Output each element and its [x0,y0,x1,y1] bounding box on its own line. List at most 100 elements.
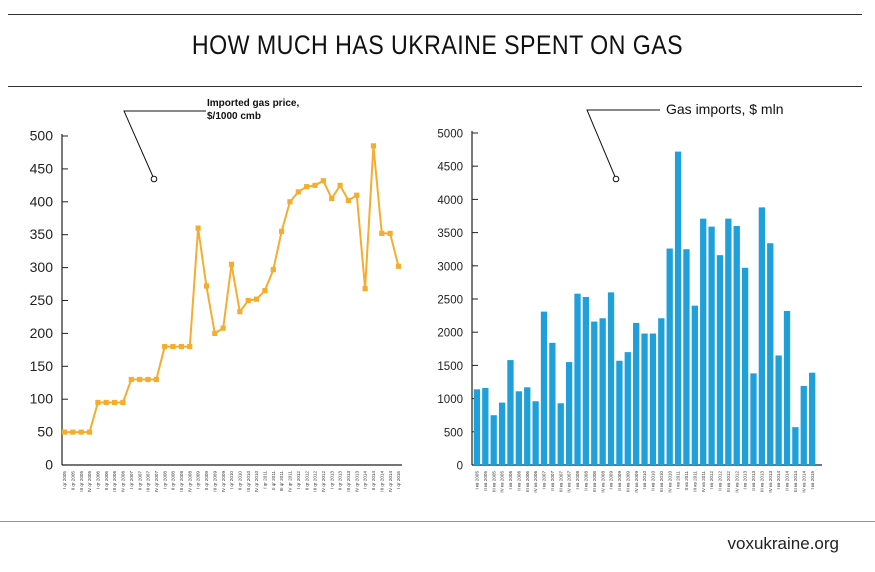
import-bar [633,322,640,465]
import-bar [616,360,623,465]
x-tick-label: II qr 2014 [371,471,376,491]
x-tick-label: III кв 2010 [659,471,664,492]
price-point [128,376,134,383]
price-point [195,225,201,231]
x-tick-label: IV кв 2008 [600,471,605,493]
import-bar [792,427,799,465]
import-bar [507,360,514,465]
annotation-text-line: Gas imports, $ mln [666,101,783,117]
price-point [145,376,151,383]
x-tick-label: I кв 2014 [776,471,781,490]
x-tick-label: IV qr 2006 [121,471,126,493]
annotation-dot [612,175,620,183]
annotation-leader-line [123,110,206,180]
x-tick-label: III кв 2008 [592,471,597,492]
price-point [387,230,393,236]
price-point [103,399,109,406]
x-tick-label: I qr 2009 [196,471,201,490]
annotation-text: Gas imports, $ mln [666,101,783,117]
title-underline [8,86,862,87]
annotation-leader-line [586,109,660,180]
x-tick-label: IV qr 2005 [87,471,92,493]
price-point [370,143,377,149]
import-bar [683,249,690,465]
y-tick-label: 1000 [437,394,463,406]
x-tick-label: I qr 2014 [363,471,368,490]
footer-divider [0,521,875,522]
price-point [312,182,318,188]
x-tick-label: I qr 2013 [329,471,334,490]
price-point [212,330,218,336]
x-tick-label: II кв 2007 [550,471,555,491]
x-tick-label: III кв 2005 [491,471,496,492]
x-tick-label: II qr 2006 [104,471,109,491]
price-point [295,189,301,195]
import-bar [733,225,740,465]
import-bar [624,352,631,465]
import-bar [532,401,539,465]
y-tick-label: 500 [30,128,54,144]
price-point [362,286,368,292]
import-bar [800,385,807,465]
import-bar [708,226,715,465]
y-tick-label: 4000 [437,195,463,207]
price-point [379,230,385,236]
import-bar [716,255,724,465]
import-bar [783,310,791,465]
price-point [112,399,118,406]
import-bar [658,318,665,465]
x-tick-label: II qr 2008 [171,471,176,491]
x-tick-label: I qr 2006 [96,471,101,490]
x-tick-label: IV кв 2005 [500,471,505,493]
x-tick-label: I кв 2012 [709,471,714,490]
x-tick-label: I кв 2006 [508,471,513,490]
import-bar [515,391,522,465]
price-point [86,429,93,435]
annotation-text-line: $/1000 cmb [207,111,261,122]
top-rule [8,14,862,15]
y-tick-label: 4500 [437,162,463,174]
y-tick-label: 400 [30,193,54,209]
x-tick-label: III qr 2011 [279,471,284,492]
price-point [329,195,335,202]
x-tick-label: II кв 2012 [718,471,723,491]
x-tick-label: I кв 2015 [810,471,815,490]
x-tick-label: II qr 2013 [338,471,343,491]
footer-source: voxukraine.org [727,534,839,553]
y-tick-label: 1500 [437,361,463,373]
import-bar [540,311,548,465]
y-tick-label: 0 [457,461,463,473]
annotation-dot [150,175,158,183]
import-bar [691,305,698,465]
price-point [170,343,176,350]
y-tick-label: 3500 [437,228,463,240]
x-tick-label: II qr 2011 [271,471,276,491]
price-point [262,288,268,294]
import-bar [557,403,564,465]
x-tick-label: III qr 2013 [346,471,351,492]
x-tick-label: II кв 2008 [583,471,588,491]
price-point [253,296,260,302]
x-tick-label: III qr 2010 [246,471,251,492]
x-tick-label: IV qr 2010 [254,471,259,493]
x-tick-label: IV qr 2009 [221,471,226,493]
price-point [245,297,251,304]
x-tick-label: I кв 2007 [542,471,547,490]
price-point [187,343,193,350]
import-bar [809,372,816,465]
price-point [70,429,76,435]
x-tick-label: IV qr 2012 [321,471,326,493]
x-tick-label: III кв 2011 [692,471,697,492]
import-bar [666,248,673,465]
import-bar [549,342,556,465]
y-tick-label: 500 [444,427,463,439]
x-tick-label: I кв 2005 [475,471,480,490]
price-point [395,263,402,269]
price-point [95,399,101,406]
price-point [237,309,243,315]
x-tick-label: IV кв 2012 [734,471,739,493]
price-point [354,192,360,198]
import-bar [750,373,757,465]
x-tick-label: II кв 2005 [483,471,488,491]
